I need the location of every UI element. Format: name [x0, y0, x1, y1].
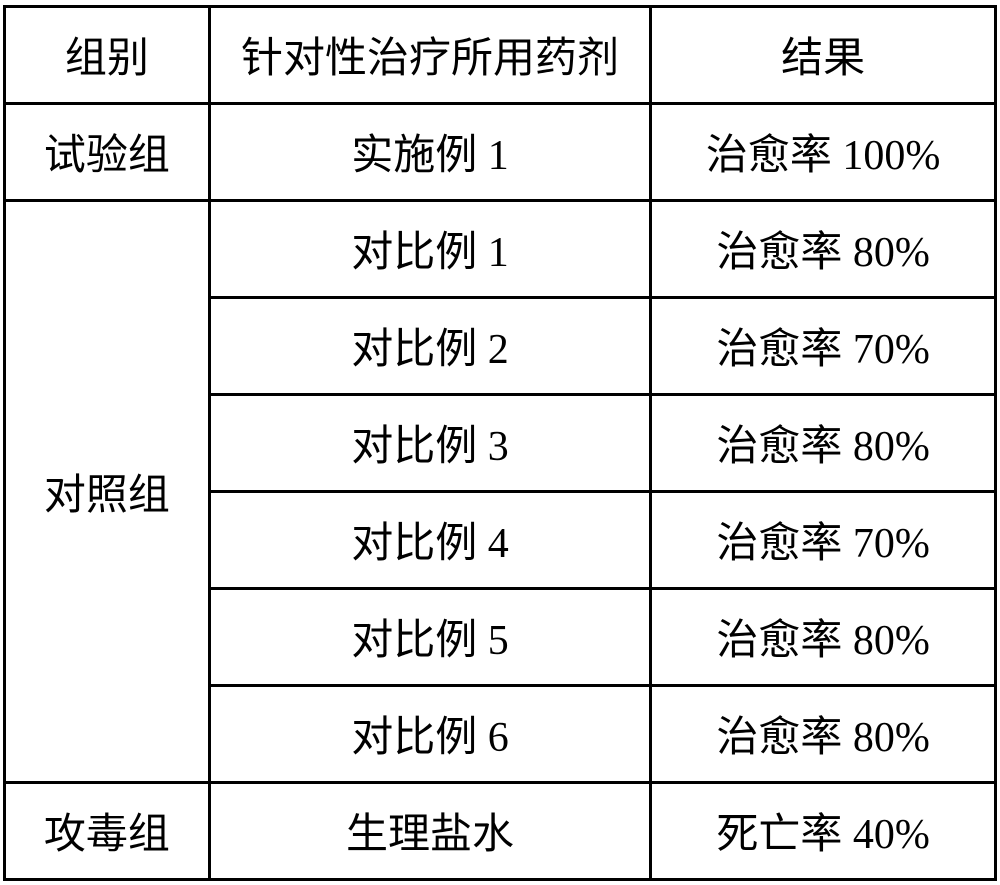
cell-agent: 对比例 3 [209, 394, 651, 491]
results-table: 组别 针对性治疗所用药剂 结果 试验组 实施例 1 治愈率 100% 对照组 对… [3, 5, 997, 881]
cell-agent: 生理盐水 [209, 782, 651, 879]
table-row: 对照组 对比例 1 治愈率 80% [5, 200, 996, 297]
cell-result: 治愈率 80% [651, 588, 996, 685]
header-result: 结果 [651, 6, 996, 103]
cell-result: 治愈率 100% [651, 103, 996, 200]
cell-result: 死亡率 40% [651, 782, 996, 879]
cell-result: 治愈率 70% [651, 491, 996, 588]
cell-group-merged: 对照组 [5, 200, 210, 782]
cell-agent: 对比例 6 [209, 685, 651, 782]
cell-result: 治愈率 80% [651, 685, 996, 782]
results-table-container: 组别 针对性治疗所用药剂 结果 试验组 实施例 1 治愈率 100% 对照组 对… [3, 5, 997, 881]
cell-agent: 对比例 4 [209, 491, 651, 588]
cell-agent: 对比例 1 [209, 200, 651, 297]
header-group: 组别 [5, 6, 210, 103]
cell-agent: 实施例 1 [209, 103, 651, 200]
cell-result: 治愈率 80% [651, 200, 996, 297]
cell-result: 治愈率 70% [651, 297, 996, 394]
table-header-row: 组别 针对性治疗所用药剂 结果 [5, 6, 996, 103]
cell-group: 试验组 [5, 103, 210, 200]
cell-agent: 对比例 2 [209, 297, 651, 394]
header-agent: 针对性治疗所用药剂 [209, 6, 651, 103]
cell-group: 攻毒组 [5, 782, 210, 879]
cell-agent: 对比例 5 [209, 588, 651, 685]
table-row: 攻毒组 生理盐水 死亡率 40% [5, 782, 996, 879]
table-row: 试验组 实施例 1 治愈率 100% [5, 103, 996, 200]
cell-result: 治愈率 80% [651, 394, 996, 491]
